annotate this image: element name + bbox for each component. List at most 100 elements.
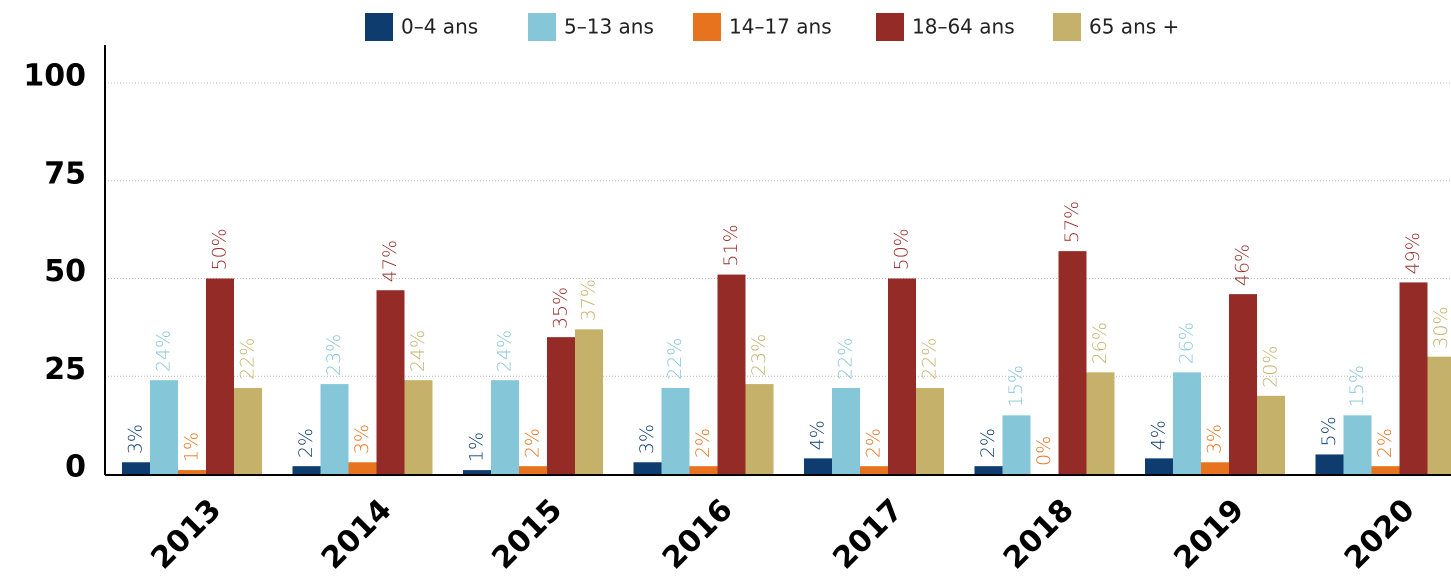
value-label: 3% xyxy=(125,424,147,454)
value-label: 2% xyxy=(1374,428,1396,458)
value-label: 3% xyxy=(1204,424,1226,454)
y-tick-label: 0 xyxy=(65,450,86,485)
x-tick-label: 2018 xyxy=(997,492,1081,576)
bar xyxy=(1399,282,1428,474)
legend-label: 0–4 ans xyxy=(401,15,478,39)
y-tick-label: 75 xyxy=(44,156,86,191)
legend-label: 14–17 ans xyxy=(729,15,832,39)
bar xyxy=(1371,466,1400,474)
legend-swatch xyxy=(528,13,556,41)
bar xyxy=(547,337,575,474)
legend-swatch xyxy=(693,13,721,41)
value-label: 47% xyxy=(379,240,401,282)
bar xyxy=(1315,454,1344,474)
value-label: 15% xyxy=(1005,365,1027,407)
value-label: 2% xyxy=(522,428,544,458)
value-label: 0% xyxy=(1033,436,1055,466)
bar xyxy=(804,458,832,474)
bar xyxy=(916,387,944,474)
bar xyxy=(1002,415,1031,474)
x-tick-label: 2019 xyxy=(1167,492,1251,576)
x-tick-label: 2017 xyxy=(826,492,910,576)
value-label: 15% xyxy=(1346,365,1368,407)
bar xyxy=(348,462,377,474)
bar xyxy=(1173,372,1201,474)
value-label: 49% xyxy=(1402,232,1424,274)
value-label: 50% xyxy=(891,228,913,270)
value-label: 23% xyxy=(323,334,345,376)
bar xyxy=(463,470,491,474)
x-tick-label: 2015 xyxy=(485,492,569,576)
bar xyxy=(888,278,916,474)
value-label: 51% xyxy=(720,224,742,266)
bar xyxy=(376,290,405,474)
legend-label: 5–13 ans xyxy=(564,15,654,39)
value-label: 4% xyxy=(1148,420,1170,450)
value-label: 37% xyxy=(578,279,600,321)
bar xyxy=(122,462,150,474)
value-label: 50% xyxy=(209,228,231,270)
bar xyxy=(320,384,349,474)
x-tick-label: 2014 xyxy=(315,492,399,576)
value-label: 22% xyxy=(835,338,857,380)
value-label: 57% xyxy=(1061,201,1083,243)
value-label: 22% xyxy=(919,338,941,380)
bar xyxy=(1086,372,1115,474)
bar xyxy=(1257,395,1285,474)
value-label: 35% xyxy=(550,287,572,329)
bar xyxy=(1343,415,1372,474)
legend-swatch xyxy=(1053,13,1081,41)
value-label: 24% xyxy=(494,330,516,372)
bar xyxy=(292,466,321,474)
y-tick-label: 50 xyxy=(44,254,86,289)
legend-label: 18–64 ans xyxy=(912,15,1015,39)
value-label: 2% xyxy=(863,428,885,458)
bar xyxy=(1201,462,1229,474)
x-tick-label: 2013 xyxy=(144,492,228,576)
bar xyxy=(717,274,746,474)
bar xyxy=(860,466,888,474)
value-label: 1% xyxy=(466,432,488,462)
value-label: 30% xyxy=(1430,306,1451,348)
value-label: 5% xyxy=(1318,416,1340,446)
value-label: 1% xyxy=(181,432,203,462)
bar xyxy=(832,387,860,474)
legend-swatch xyxy=(876,13,904,41)
bar xyxy=(1145,458,1173,474)
bar xyxy=(206,278,234,474)
value-label: 26% xyxy=(1089,322,1111,364)
bar xyxy=(150,380,178,474)
y-tick-label: 100 xyxy=(23,59,86,94)
bar xyxy=(178,470,206,474)
value-label: 20% xyxy=(1260,346,1282,388)
bar xyxy=(689,466,718,474)
bar xyxy=(974,466,1003,474)
value-label: 3% xyxy=(636,424,658,454)
value-label: 26% xyxy=(1176,322,1198,364)
value-label: 24% xyxy=(407,330,429,372)
value-label: 22% xyxy=(664,338,686,380)
legend-swatch xyxy=(365,13,393,41)
value-label: 22% xyxy=(237,338,259,380)
value-label: 24% xyxy=(153,330,175,372)
legend-label: 65 ans + xyxy=(1089,15,1179,39)
bar xyxy=(1427,356,1451,474)
x-tick-label: 2016 xyxy=(656,492,740,576)
bar xyxy=(575,329,603,474)
value-label: 46% xyxy=(1232,244,1254,286)
value-label: 2% xyxy=(977,428,999,458)
value-label: 4% xyxy=(807,420,829,450)
value-label: 3% xyxy=(351,424,373,454)
bar xyxy=(1229,294,1257,474)
bar xyxy=(661,387,690,474)
bar xyxy=(633,462,662,474)
bar xyxy=(404,380,433,474)
bar xyxy=(745,384,774,474)
value-label: 23% xyxy=(748,334,770,376)
value-label: 2% xyxy=(692,428,714,458)
bar xyxy=(491,380,519,474)
value-label: 2% xyxy=(295,428,317,458)
bar xyxy=(519,466,547,474)
y-tick-label: 25 xyxy=(44,352,86,387)
